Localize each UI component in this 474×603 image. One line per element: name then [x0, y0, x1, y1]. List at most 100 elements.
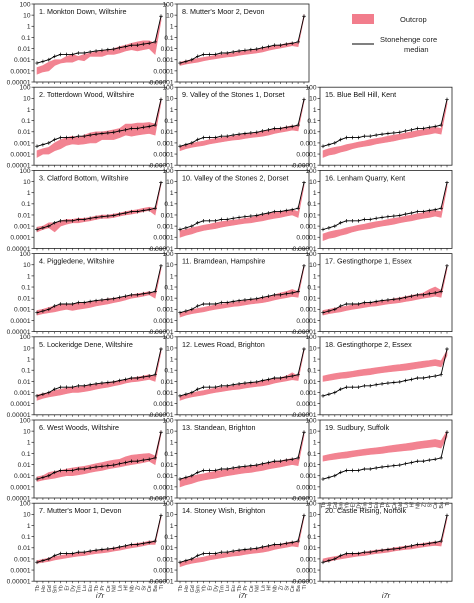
y-tick-label: 0.001: [300, 473, 317, 480]
median-line: [179, 182, 305, 230]
median-point: [159, 430, 163, 435]
y-tick-label: 1: [27, 440, 31, 447]
median-point: [290, 41, 294, 46]
median-point: [321, 227, 325, 232]
median-point: [64, 302, 69, 306]
y-tick-label: 0.001: [300, 390, 317, 397]
median-point: [392, 380, 396, 385]
y-tick-label: 0.0001: [153, 235, 174, 242]
median-point: [344, 468, 349, 473]
median-point: [100, 547, 104, 552]
median-point: [225, 467, 230, 471]
outcrop-band: [36, 430, 162, 482]
y-tick-label: 1: [313, 440, 317, 447]
median-point: [392, 547, 396, 551]
median-point: [123, 294, 128, 299]
median-point: [58, 385, 63, 389]
x-tick-label: Zr: [135, 585, 141, 590]
y-tick-label: 0.01: [18, 46, 31, 53]
outcrop-band: [322, 430, 448, 462]
median-point: [327, 226, 331, 230]
x-axis-title: i7r: [239, 591, 248, 600]
y-tick-label: 0.0001: [10, 68, 31, 75]
median-line: [179, 432, 305, 480]
median-point: [225, 384, 230, 388]
median-point: [356, 302, 361, 306]
y-tick-label: 0.001: [14, 307, 31, 314]
median-point: [296, 372, 300, 377]
median-point: [386, 381, 390, 385]
y-tick-label: 1: [170, 440, 174, 447]
y-tick-label: 0.01: [304, 296, 317, 303]
median-point: [100, 464, 104, 469]
y-tick-label: 10: [23, 179, 31, 186]
median-point: [213, 135, 218, 140]
y-tick-label: 0.1: [21, 284, 30, 291]
median-point: [135, 209, 140, 214]
median-point: [302, 14, 306, 19]
y-tick-label: 0.01: [18, 129, 31, 136]
x-tick-label: Er: [351, 502, 357, 508]
y-tick-label: 0.001: [300, 224, 317, 231]
legend-outcrop-label: Outcrop: [400, 15, 427, 24]
median-point: [362, 467, 367, 471]
x-tick-label: Pr: [100, 585, 106, 591]
y-tick-label: 0.0001: [296, 318, 317, 325]
panel-2: 2. Totterdown Wood, Wiltshire 100 10 1 0.1 0.…: [7, 85, 167, 170]
median-point: [415, 126, 420, 131]
median-point: [368, 384, 373, 388]
median-point: [278, 542, 283, 547]
panel-frame: [176, 419, 310, 499]
median-point: [159, 347, 163, 351]
y-tick-label: 10: [23, 429, 31, 436]
median-point: [190, 57, 194, 62]
median-point: [94, 49, 98, 53]
median-point: [321, 144, 325, 149]
median-point: [129, 126, 134, 131]
median-point: [254, 546, 259, 551]
y-tick-label: 0.001: [300, 140, 317, 147]
y-tick-label: 0.0001: [296, 401, 317, 408]
x-tick-label: Ce: [106, 585, 112, 592]
median-point: [58, 551, 63, 556]
median-point: [249, 131, 253, 135]
y-tick-label: 0.01: [18, 462, 31, 469]
median-line: [322, 265, 448, 314]
y-tick-label: 0.1: [164, 451, 173, 458]
median-point: [397, 130, 402, 135]
median-point: [338, 470, 343, 475]
x-tick-label: Ce: [290, 585, 296, 592]
median-point: [386, 214, 390, 219]
y-tick-label: 1: [313, 190, 317, 197]
median-point: [368, 467, 373, 471]
y-tick-label: 1: [27, 24, 31, 31]
median-point: [123, 460, 128, 465]
median-point: [350, 302, 355, 306]
y-tick-label: 100: [19, 168, 30, 175]
median-point: [254, 296, 259, 301]
median-line: [36, 265, 162, 314]
median-point: [266, 128, 271, 132]
median-point: [296, 40, 300, 44]
median-point: [207, 135, 212, 140]
median-point: [254, 47, 259, 51]
median-point: [321, 394, 325, 398]
median-point: [344, 551, 349, 556]
outcrop-band: [179, 514, 305, 568]
median-point: [184, 142, 188, 147]
panel-frame: [319, 502, 453, 582]
median-point: [327, 475, 331, 480]
y-tick-label: 0.001: [14, 473, 31, 480]
median-point: [219, 134, 224, 139]
median-point: [243, 381, 247, 385]
median-point: [254, 130, 259, 135]
median-point: [88, 133, 92, 137]
panel-17: 17. Gestingthorpe 1, Essex 100 10 1 0.1 0.01 0…: [293, 251, 453, 336]
median-point: [397, 546, 402, 551]
median-point: [159, 14, 163, 19]
median-point: [52, 387, 57, 391]
median-point: [333, 307, 337, 312]
y-tick-label: 0.1: [164, 118, 173, 125]
median-point: [76, 467, 81, 471]
median-point: [219, 550, 224, 555]
